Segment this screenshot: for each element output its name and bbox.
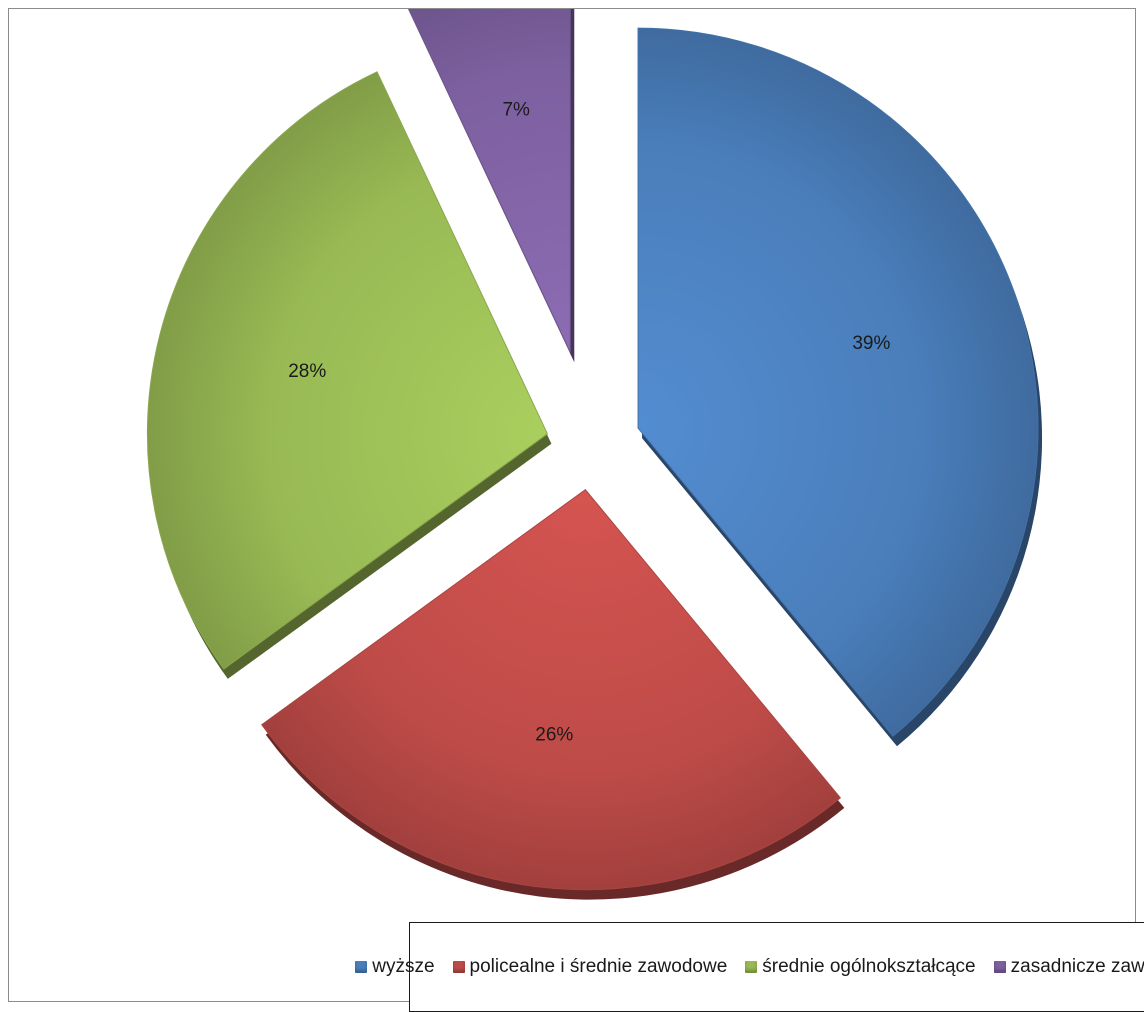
legend-swatch [745,961,758,973]
pie-slice-face [408,9,571,353]
slice-label-3: 28% [288,361,326,382]
pie-slice-face [146,71,549,670]
legend-label: zasadnicze zawodowe [1010,956,1144,977]
legend-swatch [355,961,368,973]
pie-slice-face [637,27,1039,737]
legend-item-4: zasadnicze zawodowe [993,956,1144,978]
legend-item-3: średnie ogólnokształcące [745,956,976,978]
pie-chart: 39% 26% 28% 7% [146,9,1043,900]
legend-item-1: wyższe [355,956,435,978]
chart-area: 39% 26% 28% 7% wyższe policealne i średnie z… [8,8,1144,1012]
slice-label-4: 7% [502,99,530,120]
legend-swatch [993,961,1006,973]
legend-label: wyższe [372,956,435,977]
pie-slice-4 [408,9,575,363]
slice-label-1: 39% [852,333,890,354]
legend-item-2: policealne i średnie zawodowe [452,956,728,978]
slice-label-2: 26% [535,725,573,746]
legend-swatch [452,961,465,973]
legend-label: policealne i średnie zawodowe [469,956,728,977]
pie-slice-2 [261,488,845,900]
pie-slice-face [261,488,842,891]
pie-slice-3 [146,71,552,679]
legend-label: średnie ogólnokształcące [762,956,976,977]
pie-slice-1 [637,27,1043,747]
legend: wyższe policealne i średnie zawodowe średn… [355,922,1144,1012]
